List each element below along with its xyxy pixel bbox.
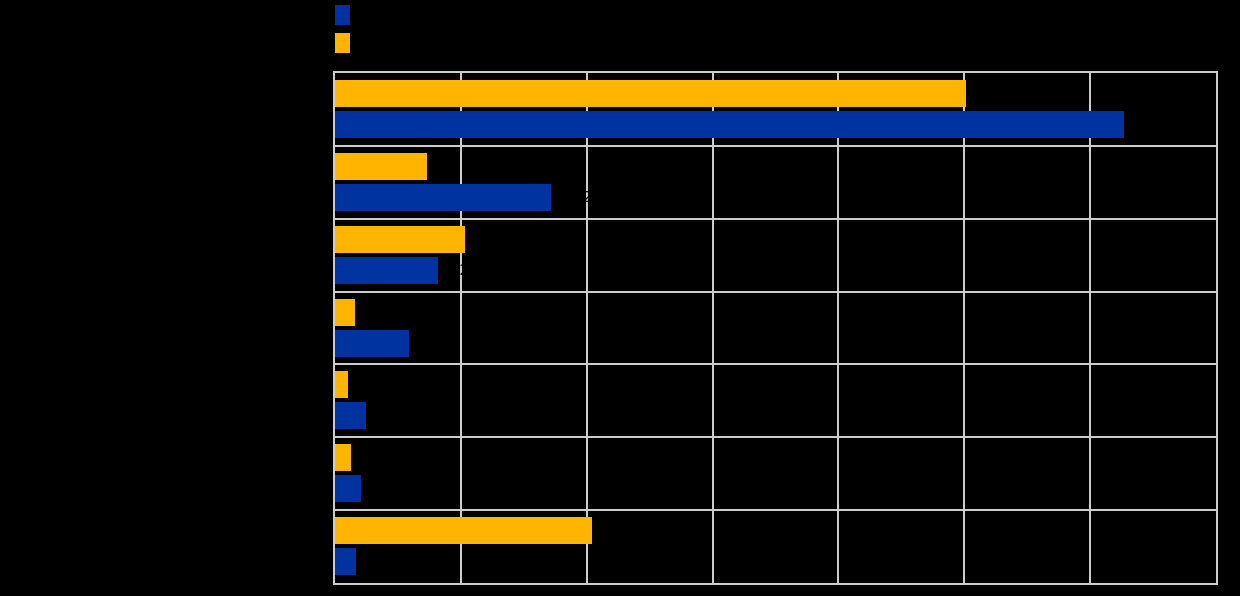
gridline-vertical (459, 73, 462, 583)
value-label: 20,4 (598, 521, 633, 540)
bar (335, 80, 966, 107)
bar (335, 225, 465, 253)
legend-item (335, 5, 358, 25)
gridline-horizontal (335, 144, 1216, 147)
legend-item (335, 33, 358, 53)
gridline-horizontal (335, 509, 1216, 512)
legend-swatch-orange (335, 33, 350, 53)
value-label: 7,3 (433, 156, 458, 175)
value-label: 17,2 (558, 187, 592, 206)
value-label: 1,3 (358, 448, 383, 467)
bar (335, 256, 439, 284)
gridline-horizontal (335, 436, 1216, 439)
gridline-vertical (837, 73, 840, 583)
bar (335, 298, 356, 326)
bar (335, 475, 362, 503)
gridline-horizontal (335, 363, 1216, 366)
gridline-vertical (963, 73, 966, 583)
value-label: 50,1 (972, 84, 1006, 102)
value-label: 8,2 (445, 260, 470, 279)
bar (335, 329, 410, 357)
bar (335, 548, 357, 576)
gridline-vertical (585, 73, 588, 583)
bar (335, 152, 427, 180)
value-label: 2,5 (373, 406, 398, 425)
value-label: 1,0 (354, 375, 379, 394)
gridline-horizontal (335, 217, 1216, 220)
plot-area: 50,1 62,7 7,3 17,2 10,3 8,2 1,6 5,9 1,0 2,5 1,3 2,1… (333, 71, 1218, 585)
value-label: 2,1 (368, 479, 393, 498)
value-label: 1,6 (362, 302, 386, 321)
bar (335, 111, 1125, 138)
legend-swatch-blue (335, 5, 350, 25)
bar (335, 402, 367, 430)
value-label: 1,7 (363, 552, 388, 571)
value-label: 5,9 (416, 333, 441, 352)
bar (335, 444, 352, 472)
gridline-vertical (711, 73, 714, 583)
gridline-vertical (1089, 73, 1092, 583)
bar (335, 371, 348, 399)
value-label: 62,7 (1131, 115, 1165, 133)
value-label: 10,3 (471, 229, 506, 248)
gridline-horizontal (335, 290, 1216, 293)
bar (335, 183, 552, 211)
category-axis (0, 71, 330, 585)
bar (335, 517, 592, 545)
